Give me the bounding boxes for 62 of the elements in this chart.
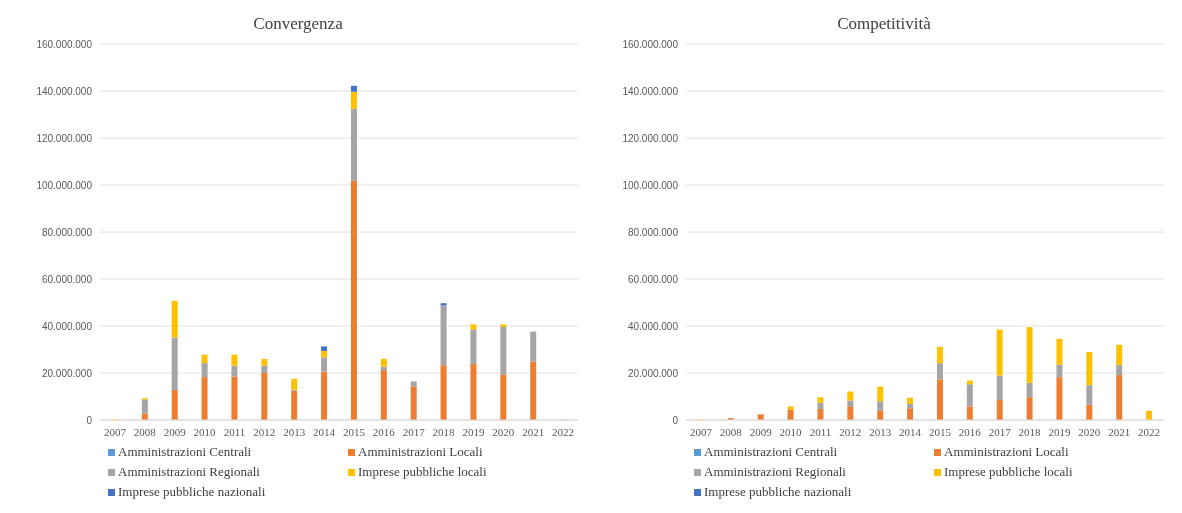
y-tick-label: 140.000.000 <box>622 85 679 97</box>
x-tick-label: 2021 <box>522 425 545 438</box>
chart-title: Convergenza <box>252 14 344 34</box>
y-tick-label: 40.000.000 <box>41 320 93 332</box>
y-tick-label: 0 <box>672 414 679 426</box>
y-tick-label: 40.000.000 <box>627 320 679 332</box>
legend-label: Amministrazioni Regionali <box>704 464 846 480</box>
legend-label: Amministrazioni Regionali <box>118 464 260 480</box>
y-tick-label: 100.000.000 <box>622 179 679 191</box>
y-tick-label: 80.000.000 <box>627 226 679 238</box>
legend-label: Imprese pubbliche nazionali <box>704 484 852 500</box>
x-tick-label: 2018 <box>1018 425 1042 438</box>
y-tick-label: 120.000.000 <box>36 132 93 144</box>
legend-label: Amministrazioni Locali <box>944 444 1069 460</box>
x-tick-label: 2012 <box>839 425 862 438</box>
x-tick-label: 2009 <box>749 425 773 438</box>
x-tick-label: 2008 <box>719 425 743 438</box>
legend-label: Imprese pubbliche locali <box>944 464 1073 480</box>
y-tick-label: 60.000.000 <box>627 273 679 285</box>
y-tick-label: 0 <box>86 414 93 426</box>
x-tick-label: 2019 <box>1048 425 1071 438</box>
legend-label: Amministrazioni Centrali <box>118 444 252 460</box>
x-tick-label: 2017 <box>402 425 426 438</box>
x-tick-label: 2014 <box>313 425 336 438</box>
x-tick-label: 2013 <box>283 425 306 438</box>
chart-title: Competitività <box>836 14 932 34</box>
y-tick-label: 60.000.000 <box>41 273 93 285</box>
y-tick-label: 140.000.000 <box>36 85 93 97</box>
x-tick-label: 2018 <box>432 425 456 438</box>
x-tick-label: 2010 <box>779 425 803 438</box>
legend-label: Amministrazioni Centrali <box>704 444 838 460</box>
x-tick-label: 2017 <box>988 425 1012 438</box>
x-tick-label: 2022 <box>552 425 575 438</box>
x-tick-label: 2013 <box>869 425 892 438</box>
x-tick-label: 2012 <box>253 425 276 438</box>
legend-label: Amministrazioni Locali <box>358 444 483 460</box>
y-tick-label: 80.000.000 <box>41 226 93 238</box>
x-tick-label: 2016 <box>372 425 396 438</box>
x-tick-label: 2016 <box>958 425 982 438</box>
x-tick-label: 2020 <box>492 425 515 438</box>
x-tick-label: 2010 <box>193 425 217 438</box>
x-tick-label: 2011 <box>809 425 832 438</box>
y-tick-label: 120.000.000 <box>622 132 679 144</box>
y-tick-label: 160.000.000 <box>36 38 93 50</box>
x-tick-label: 2014 <box>899 425 922 438</box>
x-tick-label: 2020 <box>1078 425 1101 438</box>
x-tick-label: 2007 <box>103 425 127 438</box>
x-tick-label: 2019 <box>462 425 485 438</box>
y-tick-label: 100.000.000 <box>36 179 93 191</box>
y-tick-label: 20.000.000 <box>41 367 93 379</box>
x-tick-label: 2007 <box>689 425 713 438</box>
y-tick-label: 20.000.000 <box>627 367 679 379</box>
x-tick-label: 2015 <box>928 425 952 438</box>
x-tick-label: 2022 <box>1138 425 1161 438</box>
x-tick-label: 2009 <box>163 425 187 438</box>
y-tick-label: 160.000.000 <box>622 38 679 50</box>
legend-label: Imprese pubbliche nazionali <box>118 484 266 500</box>
x-tick-label: 2021 <box>1108 425 1131 438</box>
legend-label: Imprese pubbliche locali <box>358 464 487 480</box>
x-tick-label: 2008 <box>133 425 157 438</box>
x-tick-label: 2015 <box>342 425 366 438</box>
x-tick-label: 2011 <box>223 425 246 438</box>
